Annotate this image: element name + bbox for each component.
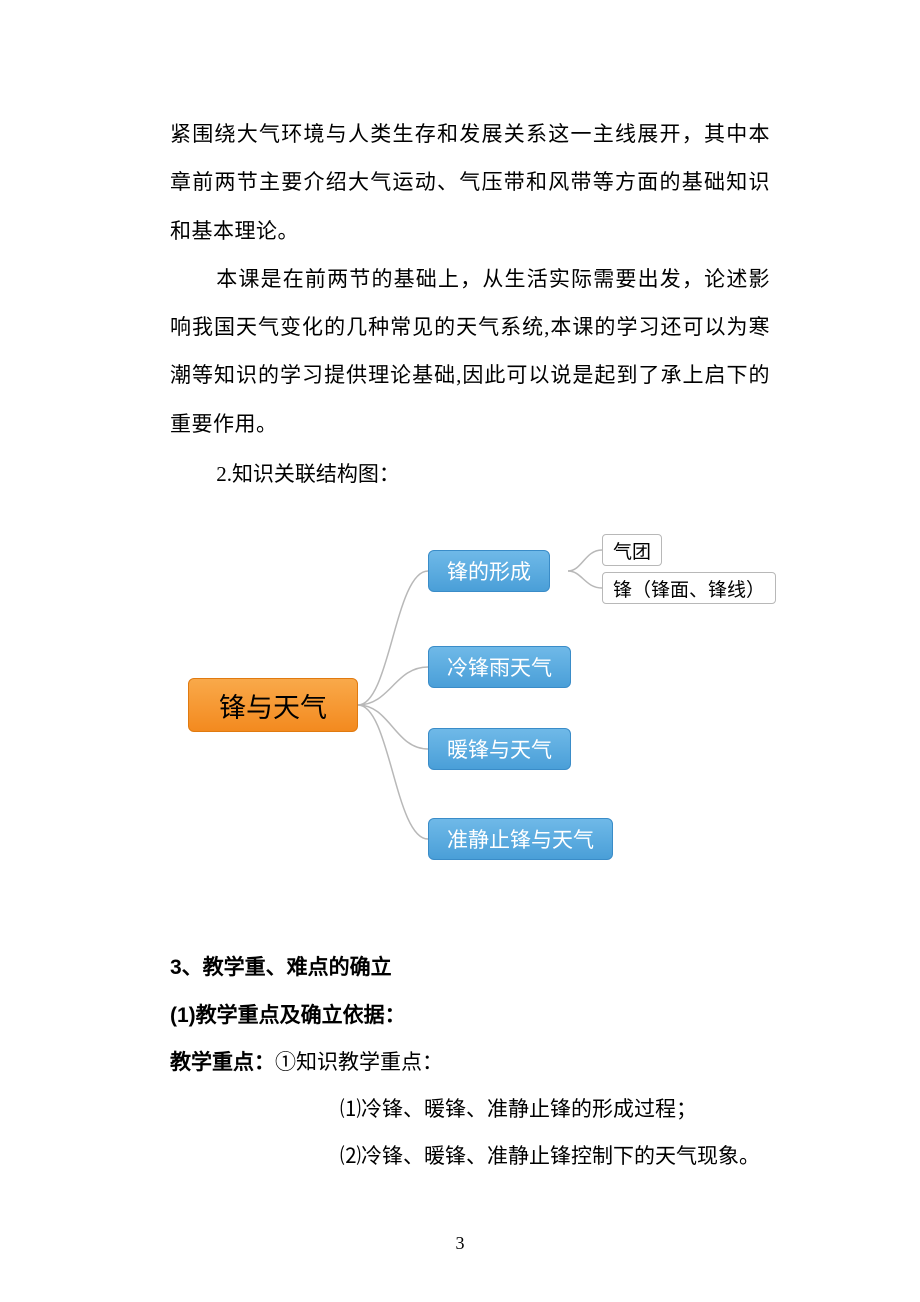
diagram-branch-2: 冷锋雨天气 — [428, 646, 571, 688]
heading-3: 3、教学重、难点的确立 — [170, 944, 770, 991]
focus-rest: ①知识教学重点： — [275, 1050, 443, 1074]
diagram-leaf-2: 锋（锋面、锋线） — [602, 572, 776, 604]
heading-3-1: (1)教学重点及确立依据： — [170, 992, 770, 1039]
section-2-heading: 2.知识关联结构图： — [170, 450, 770, 498]
diagram-branch-4: 准静止锋与天气 — [428, 818, 613, 860]
diagram-leaf-1: 气团 — [602, 534, 662, 566]
focus-line: 教学重点：①知识教学重点： — [170, 1039, 770, 1086]
diagram-branch-3: 暖锋与天气 — [428, 728, 571, 770]
document-body: 紧围绕大气环境与人类生存和发展关系这一主线展开，其中本章前两节主要介绍大气运动、… — [0, 0, 920, 1181]
focus-label: 教学重点： — [170, 1051, 275, 1074]
paragraph-1: 紧围绕大气环境与人类生存和发展关系这一主线展开，其中本章前两节主要介绍大气运动、… — [170, 110, 770, 255]
concept-diagram: 锋与天气 锋的形成 冷锋雨天气 暖锋与天气 准静止锋与天气 气团 锋（锋面、锋线… — [160, 528, 860, 888]
diagram-branch-1: 锋的形成 — [428, 550, 550, 592]
lower-section: 3、教学重、难点的确立 (1)教学重点及确立依据： 教学重点：①知识教学重点： … — [170, 944, 770, 1180]
sub-point-2: ⑵冷锋、暖锋、准静止锋控制下的天气现象。 — [170, 1133, 770, 1180]
paragraph-2: 本课是在前两节的基础上，从生活实际需要出发，论述影响我国天气变化的几种常见的天气… — [170, 255, 770, 448]
page-number: 3 — [0, 1233, 920, 1254]
sub-point-1: ⑴冷锋、暖锋、准静止锋的形成过程； — [170, 1086, 770, 1133]
diagram-root-node: 锋与天气 — [188, 678, 358, 732]
